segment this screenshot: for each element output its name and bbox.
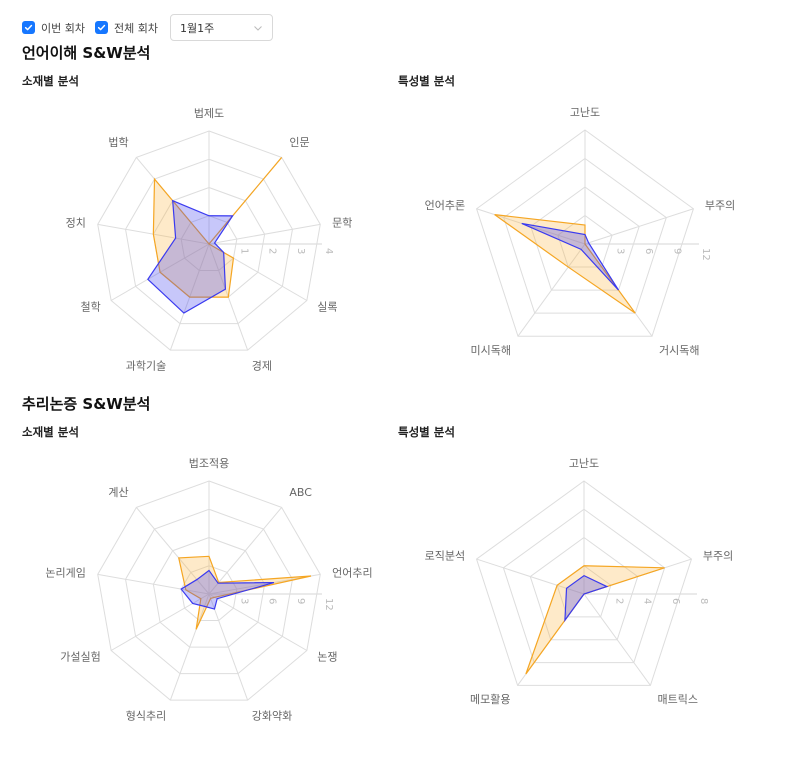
axis-label: 경제 <box>252 359 272 372</box>
axis-label: ABC <box>289 486 312 499</box>
tick-label: 12 <box>700 248 711 261</box>
tick-label: 9 <box>295 598 306 604</box>
grid-spoke <box>208 593 308 651</box>
axis-label: 로직분석 <box>425 549 465 562</box>
axis-label: 강화약화 <box>252 708 292 722</box>
grid-ring <box>503 157 667 314</box>
subtitle-reasoning-trait: 특성별 분석 <box>398 425 455 439</box>
grid-spoke <box>208 507 283 595</box>
tick-label: 4 <box>323 248 334 254</box>
series-current-round <box>147 199 234 314</box>
tick-label: 3 <box>238 598 249 604</box>
series-all-rounds <box>525 565 665 675</box>
axis-label: 실록 <box>317 301 337 314</box>
grid-ring <box>97 480 321 701</box>
grid-ring <box>97 130 321 351</box>
series-current-round <box>564 574 609 623</box>
axis-label: 부주의 <box>703 549 733 562</box>
series-all-rounds <box>494 214 636 314</box>
tick-label: 2 <box>613 598 624 604</box>
grid-spoke <box>97 573 210 595</box>
grid-ring <box>180 215 238 272</box>
tick-label: 12 <box>323 598 334 611</box>
tick-label: 2 <box>267 248 278 254</box>
axis-label: 문학 <box>332 216 352 229</box>
axis-label: 법학 <box>108 136 128 149</box>
tick-label: 4 <box>642 598 653 604</box>
tick-label: 6 <box>670 598 681 604</box>
axis-label: 과학기술 <box>126 359 166 372</box>
checkbox-current-round[interactable]: 이번 회차 <box>22 20 85 36</box>
tick-label: 1 <box>238 248 249 254</box>
axis-label: 가설실험 <box>60 651 100 664</box>
axis-label: 인문 <box>289 136 309 149</box>
grid-spoke <box>517 243 586 337</box>
axis-label: 고난도 <box>569 457 599 470</box>
series-current-round <box>521 222 620 291</box>
axis-label: 계산 <box>108 486 128 499</box>
chevron-down-icon <box>254 25 262 31</box>
checkbox-checked-icon[interactable] <box>94 21 108 34</box>
subtitle-verbal-trait: 특성별 분석 <box>398 74 455 88</box>
tick-label: 3 <box>295 248 306 254</box>
subtitle-verbal-topic: 소재별 분석 <box>22 74 79 88</box>
checkbox-checked-icon[interactable] <box>22 21 35 34</box>
grid-ring <box>529 536 639 641</box>
axis-label: 법제도 <box>194 107 224 120</box>
grid-ring <box>125 508 293 675</box>
axis-label: 법조적용 <box>189 457 229 470</box>
section-title-verbal: 언어이해 S&W분석 <box>22 44 151 62</box>
filter-controls: 이번 회차 전체 회차 1월1주 <box>22 14 273 41</box>
axis-label: 거시독해 <box>659 343 699 357</box>
grid-ring <box>557 214 613 268</box>
series-all-rounds <box>152 157 283 298</box>
axis-label: 논쟁 <box>317 651 337 664</box>
axis-label: 언어추론 <box>425 199 465 212</box>
axis-label: 부주의 <box>705 199 735 212</box>
axis-label: 정치 <box>66 216 86 229</box>
grid-spoke <box>208 223 321 245</box>
grid-spoke <box>169 593 210 701</box>
tick-label: 6 <box>267 598 278 604</box>
grid-spoke <box>583 593 651 686</box>
grid-ring <box>502 508 666 664</box>
tick-label: 9 <box>672 248 683 254</box>
subtitle-reasoning-topic: 소재별 분석 <box>22 425 79 439</box>
grid-spoke <box>584 208 694 245</box>
grid-ring <box>180 565 238 622</box>
section-title-reasoning: 추리논증 S&W분석 <box>22 395 151 413</box>
tick-label: 8 <box>698 598 709 604</box>
grid-ring <box>125 158 293 325</box>
grid-spoke <box>208 593 249 701</box>
axis-label: 형식추리 <box>126 709 166 722</box>
checkbox-current-label: 이번 회차 <box>41 21 85 35</box>
checkbox-all-rounds[interactable]: 전체 회차 <box>94 20 158 36</box>
grid-ring <box>475 480 693 686</box>
checkbox-all-label: 전체 회차 <box>113 21 158 35</box>
series-current-round <box>180 569 275 610</box>
axis-label: 미시독해 <box>470 343 510 357</box>
tick-label: 3 <box>615 248 626 254</box>
week-select-value: 1월1주 <box>179 21 215 35</box>
tick-label: 6 <box>643 248 654 254</box>
axis-label: 논리게임 <box>45 566 85 579</box>
axis-label: 메모활용 <box>470 692 510 706</box>
grid-ring <box>475 129 695 337</box>
axis-label: 매트릭스 <box>657 693 697 706</box>
axis-label: 고난도 <box>570 106 600 119</box>
week-select[interactable]: 1월1주 <box>169 14 273 41</box>
grid-ring <box>152 536 266 648</box>
axis-label: 언어추리 <box>332 566 372 579</box>
axis-label: 철학 <box>80 301 100 314</box>
